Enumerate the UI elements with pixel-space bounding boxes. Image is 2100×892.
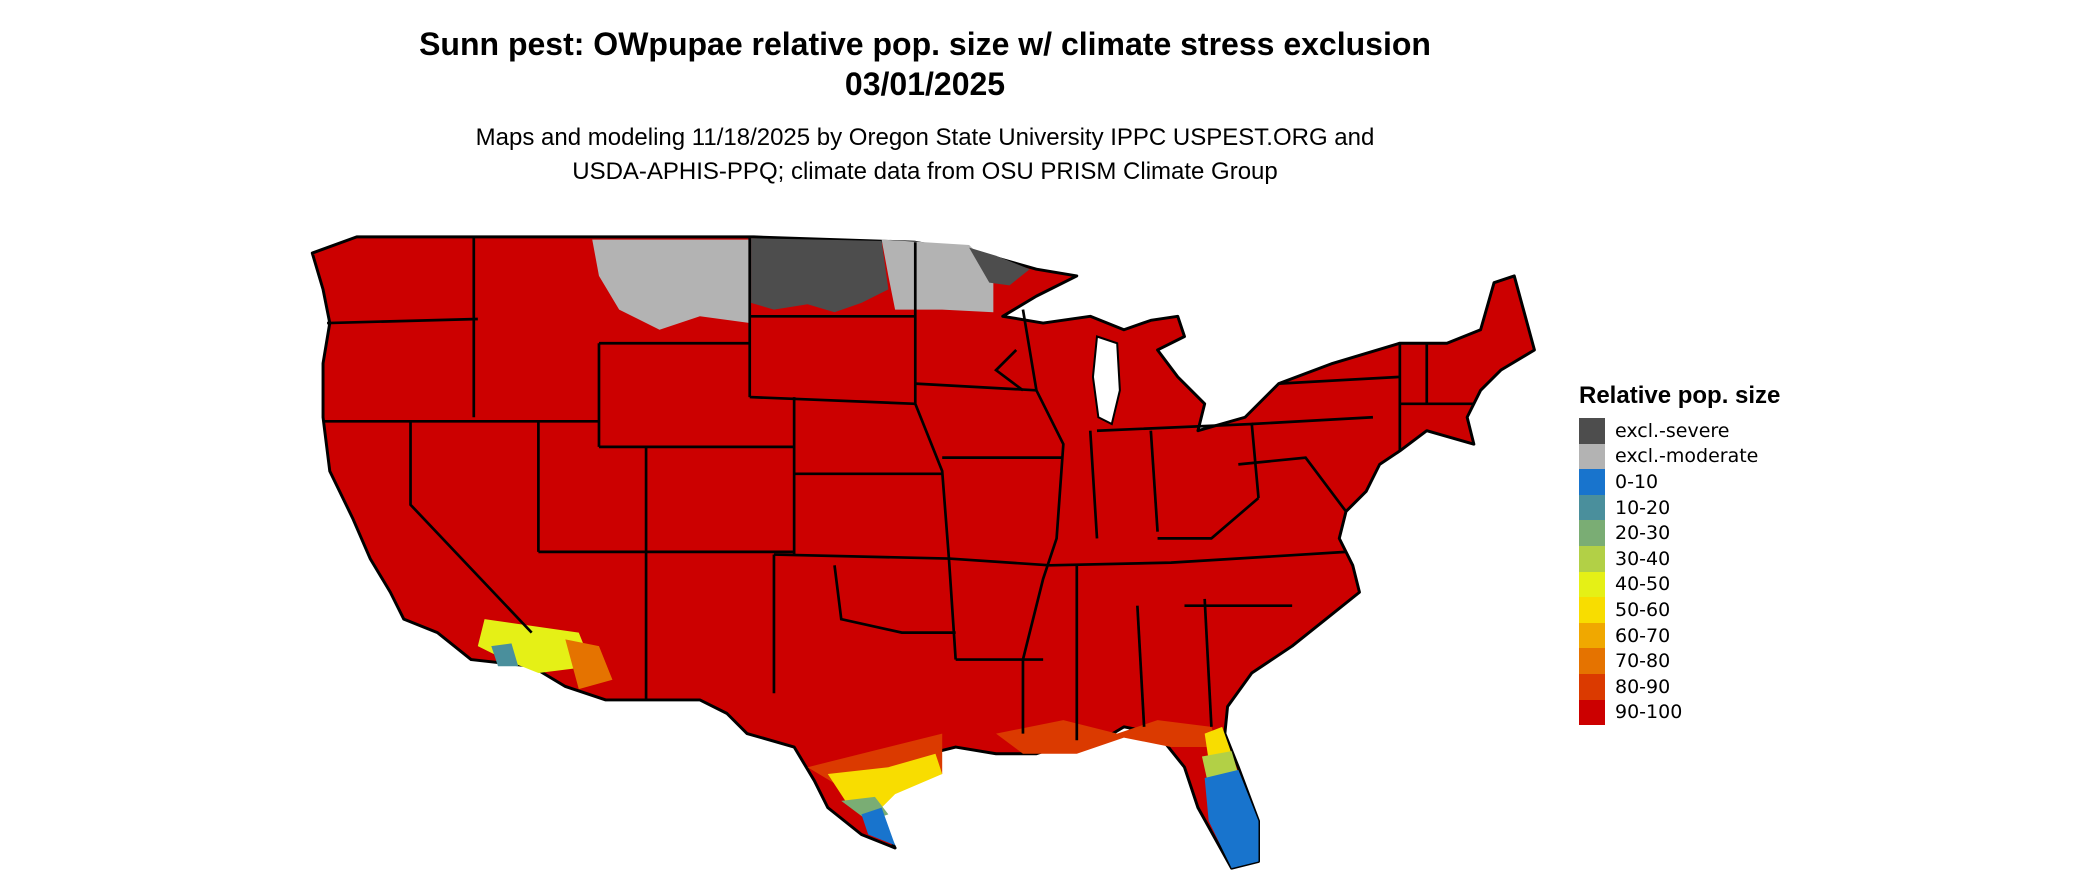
lake-michigan — [1091, 335, 1121, 426]
legend-label: 80-90 — [1615, 675, 1671, 698]
zone-50-60-florida — [1204, 726, 1232, 761]
legend-item: 70-80 — [1579, 648, 1780, 674]
legend-label: excl.-moderate — [1615, 445, 1759, 468]
state-borders — [323, 236, 1474, 741]
legend-label: 0-10 — [1615, 470, 1659, 493]
legend-item: 90-100 — [1579, 699, 1780, 726]
legend-swatch — [1579, 443, 1605, 470]
legend-item: 10-20 — [1579, 494, 1780, 521]
legend-swatch — [1579, 494, 1605, 521]
legend-title: Relative pop. size — [1579, 382, 1781, 409]
zone-60-70-arizona — [565, 639, 613, 690]
legend-item: excl.-moderate — [1579, 443, 1780, 470]
legend: Relative pop. size excl.-severe excl.-mod… — [1579, 382, 1781, 726]
legend-swatch — [1579, 622, 1605, 649]
subtitle-line-1: Maps and modeling 11/18/2025 by Oregon S… — [475, 124, 1375, 151]
legend-item: 40-50 — [1579, 571, 1780, 598]
legend-swatch — [1579, 418, 1605, 444]
map-date: 03/01/2025 — [844, 66, 1006, 102]
zone-10-20-arizona — [491, 643, 519, 667]
legend-label: 70-80 — [1615, 650, 1671, 673]
excl-severe-region — [751, 238, 889, 313]
legend-item: excl.-severe — [1579, 418, 1780, 444]
legend-label: 20-30 — [1615, 522, 1671, 545]
excl-moderate-region — [881, 239, 994, 313]
legend-item: 0-10 — [1579, 469, 1780, 495]
map-title: Sunn pest: OWpupae relative pop. size w/… — [419, 26, 1431, 62]
legend-swatch — [1579, 597, 1605, 623]
legend-item: 30-40 — [1579, 545, 1780, 572]
legend-item: 80-90 — [1579, 673, 1780, 700]
us-outline — [310, 235, 1536, 870]
zone-0-10-texas — [861, 807, 896, 846]
subtitle-line-2: USDA-APHIS-PPQ; climate data from OSU PR… — [572, 158, 1278, 185]
legend-swatch — [1579, 469, 1605, 495]
legend-label: 40-50 — [1615, 573, 1671, 596]
legend-item: 50-60 — [1579, 597, 1780, 623]
legend-swatch — [1579, 520, 1605, 546]
legend-swatch — [1579, 648, 1605, 674]
legend-label: excl.-severe — [1615, 419, 1730, 442]
legend-swatch — [1579, 673, 1605, 700]
excl-severe-region — [969, 247, 1030, 286]
legend-item: 60-70 — [1579, 622, 1780, 649]
zone-80-90-gulf — [807, 720, 1219, 808]
legend-swatch — [1579, 545, 1605, 572]
legend-label: 50-60 — [1615, 598, 1671, 621]
legend-item: 20-30 — [1579, 520, 1780, 546]
legend-label: 90-100 — [1615, 701, 1683, 724]
legend-label: 60-70 — [1615, 624, 1671, 647]
excl-moderate-region — [592, 239, 750, 330]
legend-label: 30-40 — [1615, 547, 1671, 570]
legend-swatch — [1579, 571, 1605, 598]
legend-swatch — [1579, 699, 1605, 726]
legend-label: 10-20 — [1615, 496, 1671, 519]
zone-0-10-florida — [1204, 769, 1259, 869]
